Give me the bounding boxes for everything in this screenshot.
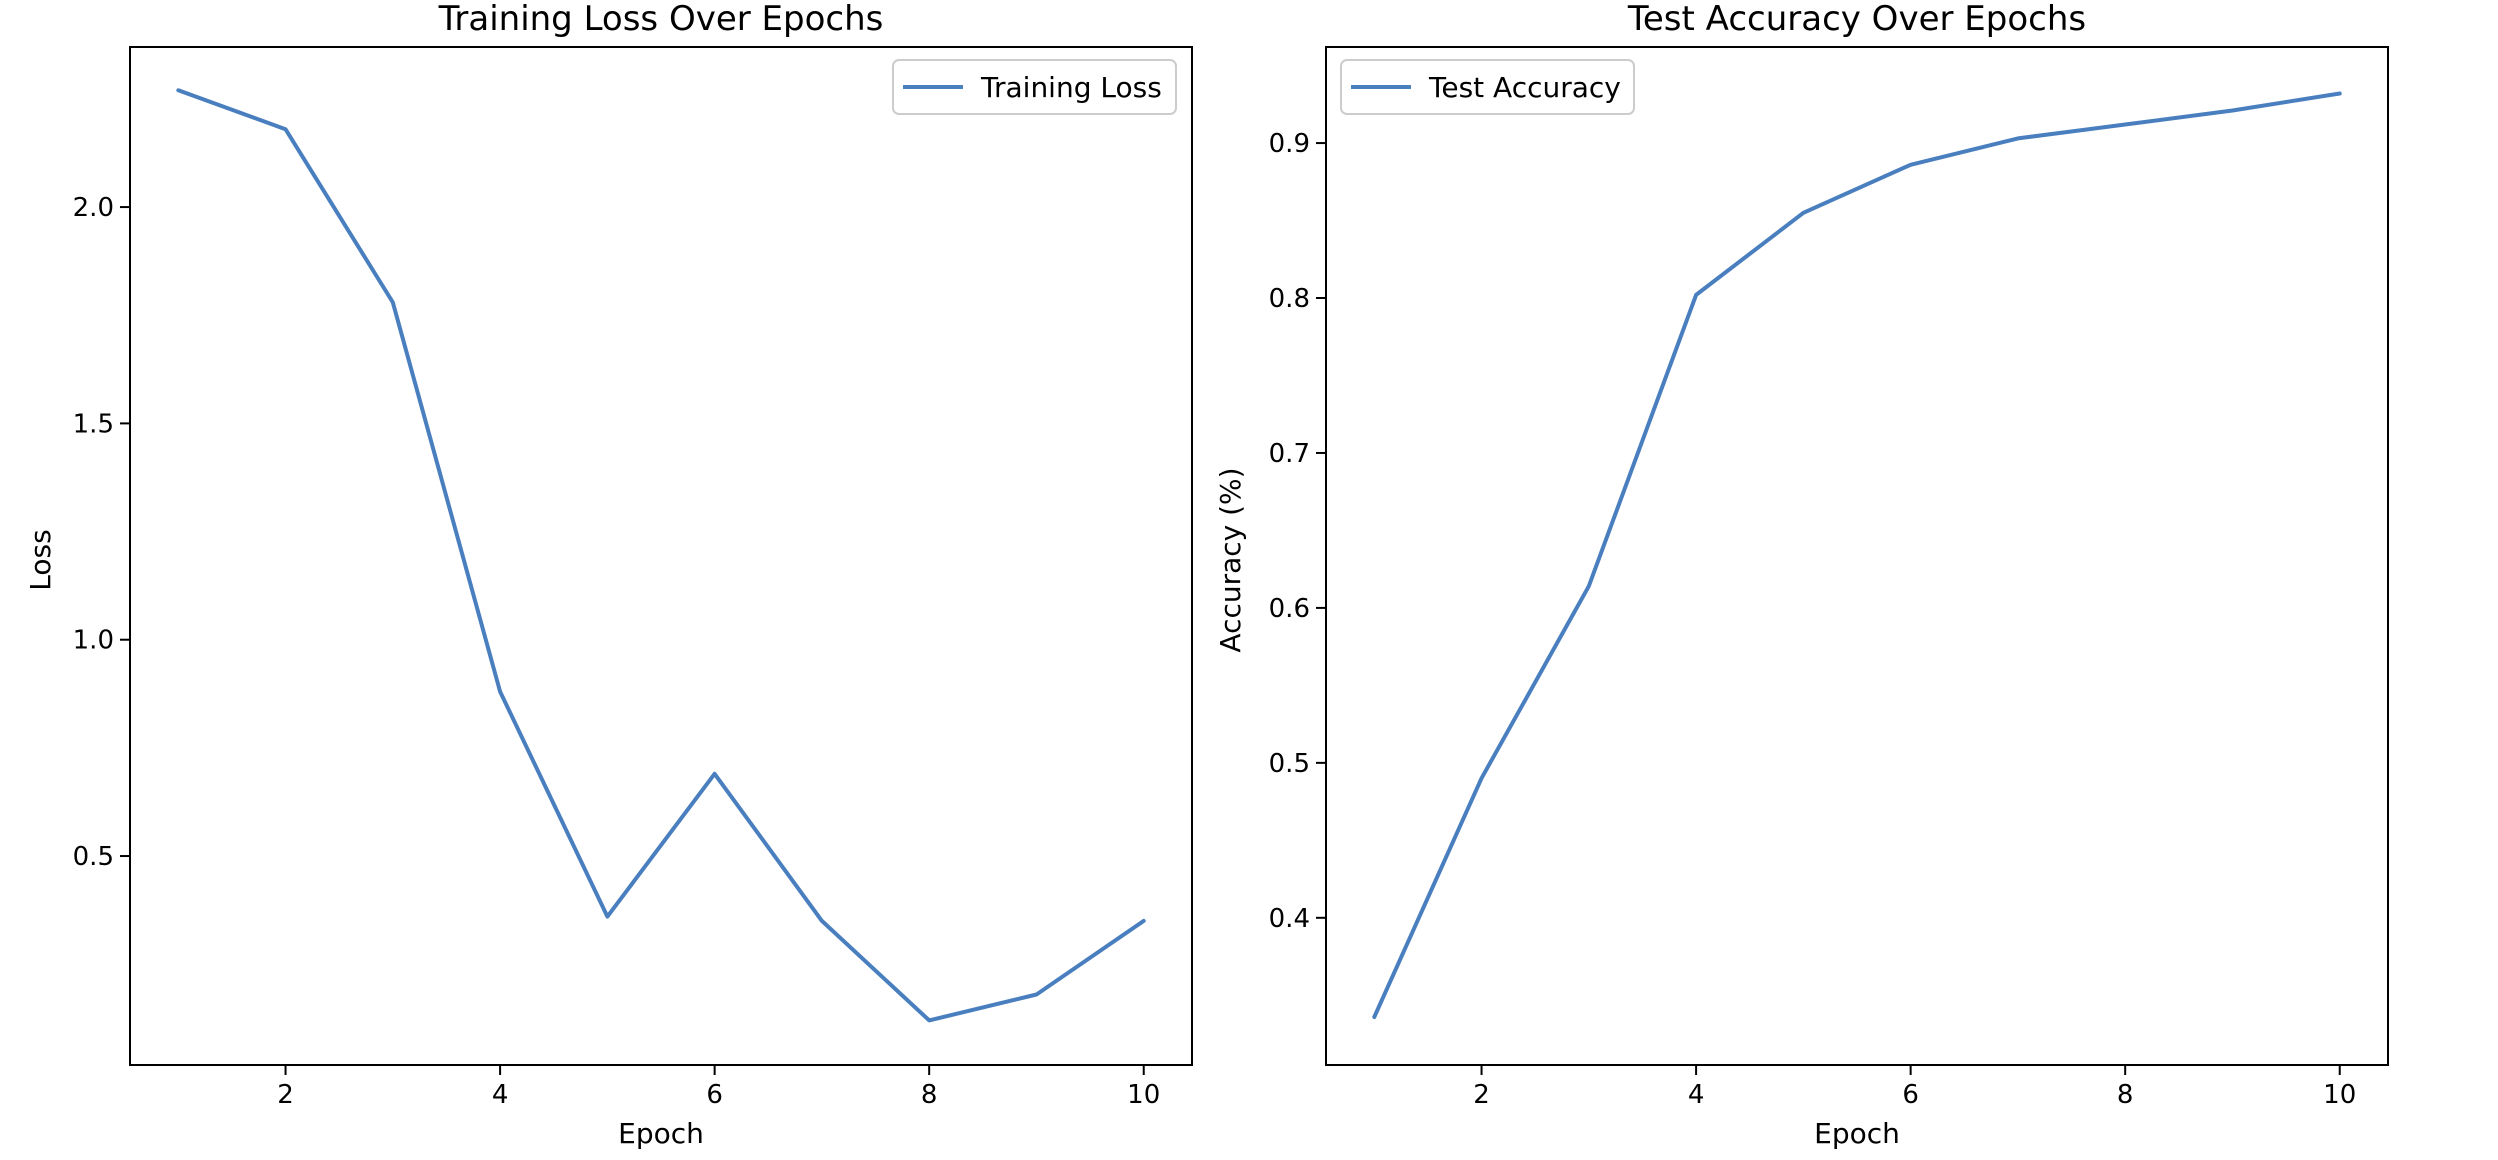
loss-y-tick-label: 0.5 [73, 842, 114, 872]
loss-y-tick-label: 1.5 [73, 409, 114, 439]
accuracy-y-tick-label: 0.8 [1269, 284, 1310, 314]
loss-chart-title: Training Loss Over Epochs [438, 0, 884, 39]
loss-y-tick-label: 2.0 [73, 193, 114, 223]
accuracy-x-ticks: 2 4 6 8 10 [1473, 1065, 2356, 1110]
loss-legend-box [892, 59, 1177, 115]
loss-plot-area [129, 46, 1193, 1066]
loss-x-tick-label: 8 [921, 1080, 938, 1110]
accuracy-y-tick-label: 0.4 [1269, 904, 1310, 934]
accuracy-x-tick-label: 4 [1688, 1080, 1705, 1110]
loss-x-tick-label: 10 [1127, 1080, 1160, 1110]
accuracy-x-tick-label: 8 [2117, 1080, 2134, 1110]
accuracy-legend-label: Test Accuracy [1428, 71, 1621, 104]
loss-y-ticks: 0.5 1.0 1.5 2.0 [73, 193, 130, 872]
loss-x-ticks: 2 4 6 8 10 [277, 1065, 1160, 1110]
accuracy-legend-box [1340, 59, 1635, 115]
training-loss-line [176, 88, 1146, 1023]
training-loss-chart: Training Loss Over Epochs Epoch Loss 2 4 6… [24, 0, 1193, 1150]
loss-x-tick-label: 6 [706, 1080, 723, 1110]
loss-x-tick-label: 2 [277, 1080, 294, 1110]
accuracy-y-axis-label: Accuracy (%) [1214, 467, 1247, 652]
accuracy-legend: Test Accuracy [1340, 59, 1635, 115]
loss-x-tick-label: 4 [492, 1080, 509, 1110]
accuracy-plot-area [1325, 46, 2389, 1066]
loss-legend: Training Loss [892, 59, 1177, 115]
accuracy-x-axis-label: Epoch [1814, 1117, 1900, 1150]
accuracy-x-tick-label: 6 [1902, 1080, 1919, 1110]
accuracy-y-ticks: 0.4 0.5 0.6 0.7 0.8 0.9 [1269, 129, 1326, 934]
accuracy-y-tick-label: 0.6 [1269, 594, 1310, 624]
loss-legend-label: Training Loss [980, 71, 1162, 104]
loss-x-axis-label: Epoch [618, 1117, 704, 1150]
accuracy-x-tick-label: 10 [2323, 1080, 2356, 1110]
loss-y-tick-label: 1.0 [73, 626, 114, 656]
accuracy-y-tick-label: 0.9 [1269, 129, 1310, 159]
loss-y-axis-label: Loss [24, 529, 57, 590]
accuracy-y-tick-label: 0.7 [1269, 439, 1310, 469]
test-accuracy-line [1372, 91, 2342, 1019]
test-accuracy-chart: Test Accuracy Over Epochs Epoch Accuracy… [1214, 0, 2389, 1150]
accuracy-x-tick-label: 2 [1473, 1080, 1490, 1110]
accuracy-chart-title: Test Accuracy Over Epochs [1627, 0, 2086, 39]
accuracy-y-tick-label: 0.5 [1269, 749, 1310, 779]
